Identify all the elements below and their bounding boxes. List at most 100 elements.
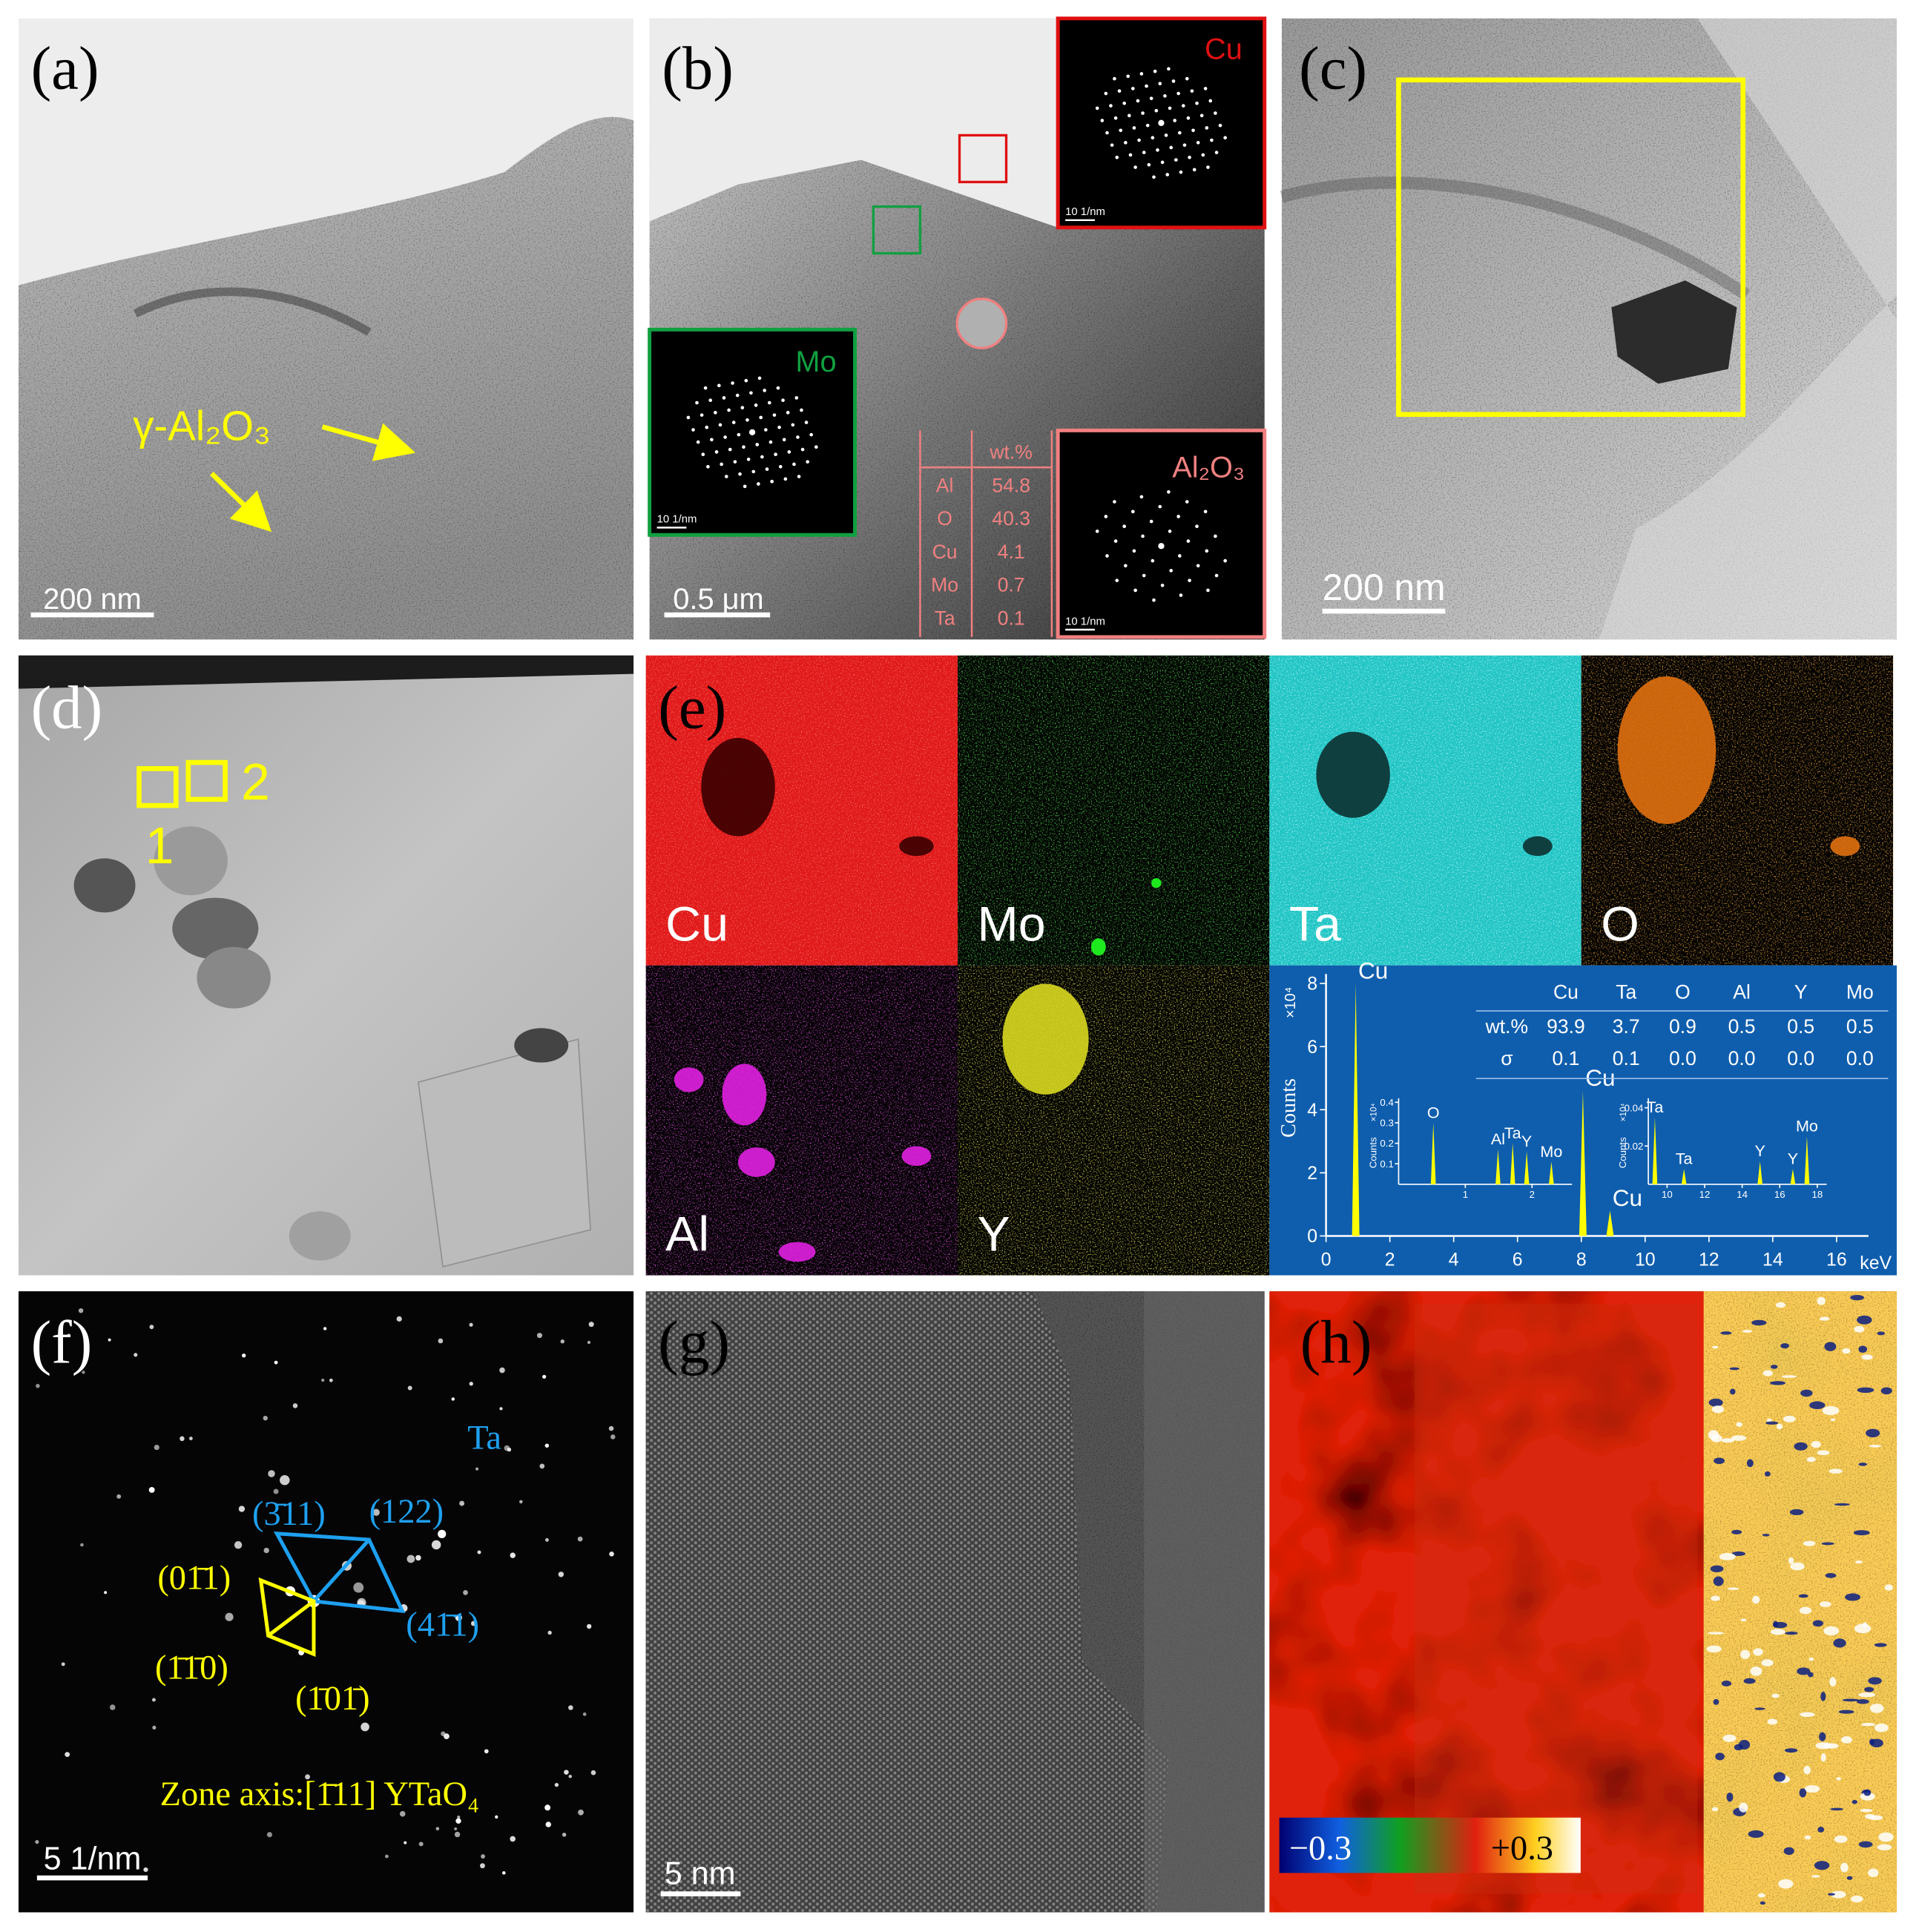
table-header: Al [1733,980,1751,1003]
peak-label: Ta [1676,1150,1693,1168]
diffraction-spot [587,1623,592,1629]
y-tick-label: 0.1 [1380,1158,1393,1170]
diffraction-spot [1188,155,1191,159]
table-header: Mo [1846,980,1874,1003]
diffraction-spot [1181,104,1185,108]
inset-scale-label: 10 1/nm [1065,205,1105,218]
diffraction-spot [1133,588,1137,593]
diffraction-spot [404,1841,407,1844]
diffraction-spot [706,464,710,469]
region-label: 1 [145,817,174,874]
panel-a: (a) γ-Al₂O₃ 200 nm [18,18,634,640]
diffraction-spot [568,1774,572,1778]
scale-bar-label: 0.5 μm [673,583,763,616]
diffraction-spot [1199,113,1204,118]
diffraction-spot [274,1360,278,1365]
diffraction-spot [399,1810,406,1817]
spectrum-peak [1549,1161,1554,1184]
spectrum-peak [1757,1161,1762,1184]
strain-speck [1743,1678,1756,1684]
x-tick-label: 12 [1699,1249,1719,1270]
strain-speck [1857,1387,1874,1394]
panel-label: (a) [31,33,99,102]
diffraction-spot [768,440,773,444]
strain-speck [1712,1345,1719,1349]
diffraction-spot [457,1816,461,1819]
strain-speck [1776,1423,1783,1430]
diffraction-spot [1115,578,1119,582]
strain-speck [1754,1707,1765,1710]
diffraction-spot [1122,524,1127,529]
strain-speck [1823,1743,1839,1749]
diffraction-spot [1145,84,1148,88]
strain-speck [1840,1736,1853,1744]
strain-speck [1858,1345,1868,1353]
map-blob [674,1067,704,1092]
strain-speck [1773,1621,1778,1628]
diffraction-spot [792,462,796,466]
diffraction-spot [1153,69,1157,73]
diffraction-spot [438,1338,444,1344]
diffraction-spot [776,386,780,390]
strain-speck [1713,1576,1724,1586]
strain-speck [1869,1445,1882,1448]
diffraction-spot [438,1529,447,1538]
diffraction-spot [1100,119,1105,122]
strain-speck [1809,1401,1826,1409]
diffraction-spot [1132,549,1136,553]
diffraction-spot [746,458,751,461]
peak-label: Ta [1504,1124,1521,1142]
diffraction-spot [710,438,714,442]
strain-speck [1799,1606,1812,1615]
diffraction-spot [1182,143,1187,147]
strain-speck [1719,1552,1736,1560]
y-tick-label: 2 [1307,1163,1317,1184]
strain-speck [1877,1331,1886,1336]
diffraction-spot [1186,116,1191,120]
map-blob [722,1064,767,1126]
diffraction-spot [396,1316,402,1322]
diffraction-spot [180,1436,185,1442]
peak-label: Mo [1540,1142,1562,1161]
strain-speck [1773,1772,1785,1782]
x-tick-label: 14 [1737,1189,1748,1200]
panel-g: (g) 5 nm [645,1291,1265,1913]
diffraction-spot [1188,578,1191,582]
map-label: Ta [1289,897,1341,952]
strain-speck [1811,1875,1820,1878]
map-blob [701,737,775,837]
diffraction-spot [587,1340,591,1345]
diffraction-spot [1130,510,1135,514]
strain-speck [1834,1503,1850,1506]
strain-speck [1771,1693,1780,1698]
diffraction-spot [454,1827,458,1831]
diffraction-spot [78,1308,84,1313]
strain-speck [1846,1876,1853,1880]
diffraction-spot [800,408,803,412]
y-tick-label: 6 [1307,1037,1317,1058]
diffraction-spot [225,1612,234,1621]
zone-axis: Zone axis:[1̄11] YTaO₄ [160,1776,479,1813]
diffraction-spot [774,452,777,457]
map-label: O [1601,897,1639,952]
x-tick-label: 16 [1826,1249,1847,1270]
y-tick-label: 0 [1307,1226,1317,1247]
diffraction-spot [547,1630,552,1635]
diffraction-spot [477,1550,481,1554]
map-speckle [1269,655,1581,966]
panel-d: 1 2 (d) [18,655,634,1276]
diffraction-spot [728,447,732,452]
diffraction-spot [1095,530,1099,533]
inset-label: Al₂O₃ [1172,451,1245,484]
strain-speck [1811,1440,1821,1448]
inset-y-unit: ×10⁴ [1369,1104,1379,1122]
diffraction-spot [740,406,745,410]
strain-speck [1880,1387,1892,1395]
panel-label: (h) [1300,1308,1372,1376]
strain-speck [1765,1421,1779,1425]
diffraction-spot [705,425,709,429]
spot-index: (1̄01̄) [295,1680,370,1718]
diffraction-spot [1168,106,1172,111]
diffraction-spot [778,464,783,469]
inset-label: Cu [1205,33,1242,66]
